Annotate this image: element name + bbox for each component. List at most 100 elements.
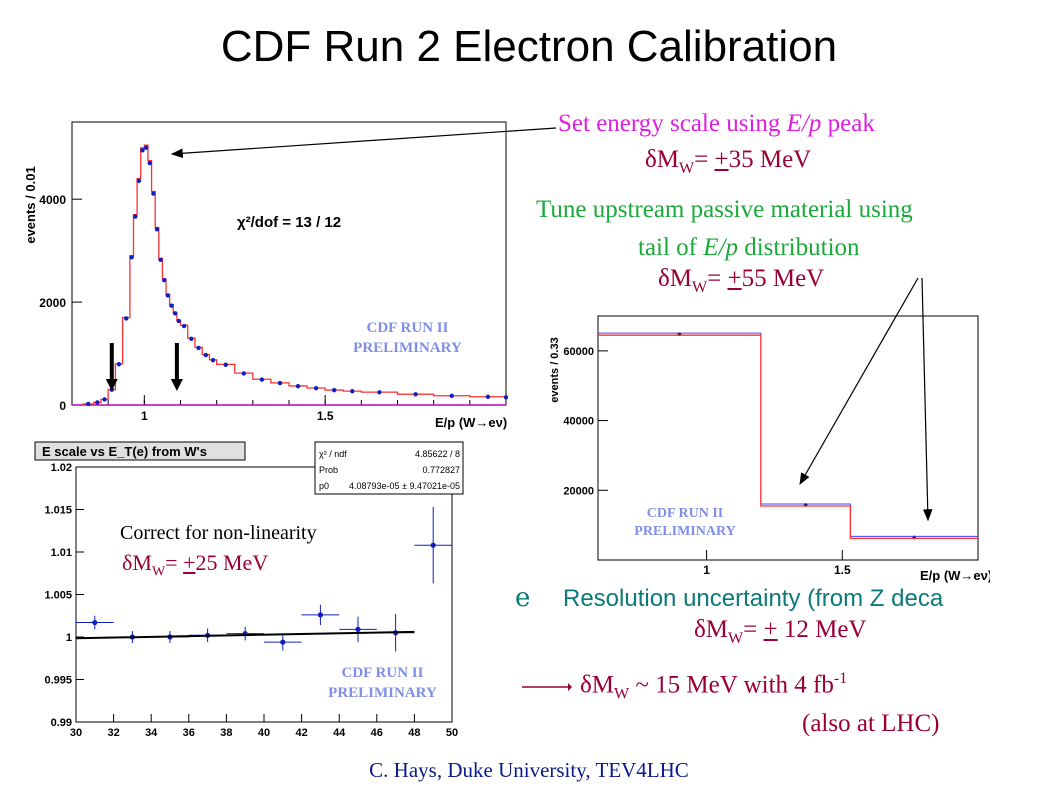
x-tick-label: 1 xyxy=(141,409,148,423)
x-tick-label: 36 xyxy=(183,727,195,739)
x-tick-label: 42 xyxy=(295,727,307,739)
x-tick-label: 46 xyxy=(371,727,383,739)
stats-value: 0.772827 xyxy=(422,465,460,475)
x-tick-label: 32 xyxy=(107,727,119,739)
delta-pm: + xyxy=(714,146,729,173)
delta-sub: W xyxy=(614,685,630,703)
plot3-title: E scale vs E_T(e) from W's xyxy=(42,444,207,459)
y-tick-label: 20000 xyxy=(563,485,594,497)
data-point xyxy=(317,612,323,618)
data-point xyxy=(223,362,228,367)
data-point xyxy=(413,392,418,397)
data-point xyxy=(154,227,160,232)
x-tick-label: 1.5 xyxy=(317,409,334,423)
stats-value: 4.08793e-05 ± 9.47021e-05 xyxy=(349,481,460,491)
data-point xyxy=(165,293,171,298)
total-arrow-icon xyxy=(522,683,572,691)
stats-key: Prob xyxy=(319,465,338,475)
delta-sub: W xyxy=(679,160,695,177)
data-point xyxy=(143,145,149,150)
delta-pm: + xyxy=(183,550,196,575)
x-tick-label: 48 xyxy=(408,727,420,739)
delta-sub: W xyxy=(692,279,708,296)
delta-value: 55 MeV xyxy=(741,265,825,292)
stats-value: 4.85622 / 8 xyxy=(415,449,460,459)
data-point xyxy=(124,316,129,321)
material-label: Tune upstream passive material using xyxy=(536,196,913,224)
delta-m: δM xyxy=(645,146,680,173)
data-point xyxy=(280,639,286,645)
energy-scale-delta: δMW= +35 MeV xyxy=(645,146,811,178)
energy-scale-label: Set energy scale using E/p peak xyxy=(558,110,875,138)
footer: C. Hays, Duke University, TEV4LHC xyxy=(369,758,689,782)
delta-m: δM xyxy=(658,265,693,292)
delta-value: 25 MeV xyxy=(195,550,269,575)
data-point xyxy=(133,214,138,219)
y-tick-label: 4000 xyxy=(39,193,66,207)
resolution-label: e Resolution uncertainty (from Z deca xyxy=(515,583,943,613)
resolution-delta: δMW= + 12 MeV xyxy=(694,616,866,648)
data-point xyxy=(332,388,337,393)
data-point xyxy=(196,345,201,351)
delta-eq: = xyxy=(165,550,184,575)
cut-arrow-head xyxy=(105,379,118,391)
cut-arrow-head xyxy=(170,379,183,391)
prelim-line2: PRELIMINARY xyxy=(328,685,437,701)
data-point xyxy=(503,395,509,400)
prelim-label-3: CDF RUN II PRELIMINARY xyxy=(300,663,465,703)
y-tick-label: 1.01 xyxy=(51,547,72,559)
delta-value: 12 MeV xyxy=(777,616,867,643)
delta-m: δM xyxy=(580,671,615,699)
data-point xyxy=(449,393,454,399)
prelim-line2: PRELIMINARY xyxy=(634,524,736,539)
y-tick-label: 0.99 xyxy=(51,717,72,729)
data-point xyxy=(313,385,319,391)
xlabel-ep-2: E/p (W→eν) xyxy=(920,568,990,583)
y-tick-label: 2000 xyxy=(39,296,66,310)
data-point xyxy=(162,277,167,283)
delta-sub: W xyxy=(728,630,744,647)
bullet-icon: e xyxy=(515,583,531,613)
ylabel-events-001: events / 0.01 xyxy=(23,166,38,243)
data-point xyxy=(241,371,246,376)
slide-title: CDF Run 2 Electron Calibration xyxy=(220,22,838,71)
total-text: ~ 15 MeV with 4 fb xyxy=(629,671,834,699)
delta-value: 35 MeV xyxy=(728,146,812,173)
energy-scale-text: Set energy scale using xyxy=(558,110,787,137)
x-tick-label: 34 xyxy=(145,727,158,739)
model-histogram xyxy=(598,332,978,537)
data-point xyxy=(203,352,209,358)
prelim-line1: CDF RUN II xyxy=(646,506,724,521)
data-point xyxy=(86,401,91,407)
y-tick-label: 1.02 xyxy=(51,462,72,474)
data-point xyxy=(95,400,100,405)
material-label-2: tail of E/p distribution xyxy=(638,234,860,262)
total-sup: -1 xyxy=(833,670,848,687)
y-tick-label: 0 xyxy=(59,399,66,413)
material-delta: δMW= +55 MeV xyxy=(658,265,824,297)
data-point xyxy=(129,255,134,260)
total-note: (also at LHC) xyxy=(802,710,940,737)
delta-sub: W xyxy=(151,564,166,580)
stats-key: p0 xyxy=(319,481,329,491)
delta-eq: = xyxy=(743,616,764,643)
data-point xyxy=(136,178,142,184)
data-point xyxy=(181,323,187,329)
data-point xyxy=(116,362,122,367)
data-point xyxy=(355,626,361,632)
resolution-text: Resolution uncertainty (from Z deca xyxy=(563,585,944,612)
prelim-label-1: CDF RUN II PRELIMINARY xyxy=(320,318,495,358)
data-histogram xyxy=(598,334,978,540)
data-point xyxy=(169,303,174,308)
ylabel-events-033: events / 0.33 xyxy=(549,337,561,402)
data-point xyxy=(430,542,436,548)
nonlinearity-text: Correct for non-linearity xyxy=(120,522,317,544)
data-point xyxy=(377,390,382,395)
data-point xyxy=(295,383,301,389)
chi2-label: χ²/dof = 13 / 12 xyxy=(237,214,341,231)
y-tick-label: 1 xyxy=(66,632,72,644)
data-point xyxy=(350,389,355,394)
energy-scale-text-end: peak xyxy=(821,110,875,137)
prelim-line2: PRELIMINARY xyxy=(353,340,462,356)
y-tick-label: 0.995 xyxy=(44,675,72,687)
